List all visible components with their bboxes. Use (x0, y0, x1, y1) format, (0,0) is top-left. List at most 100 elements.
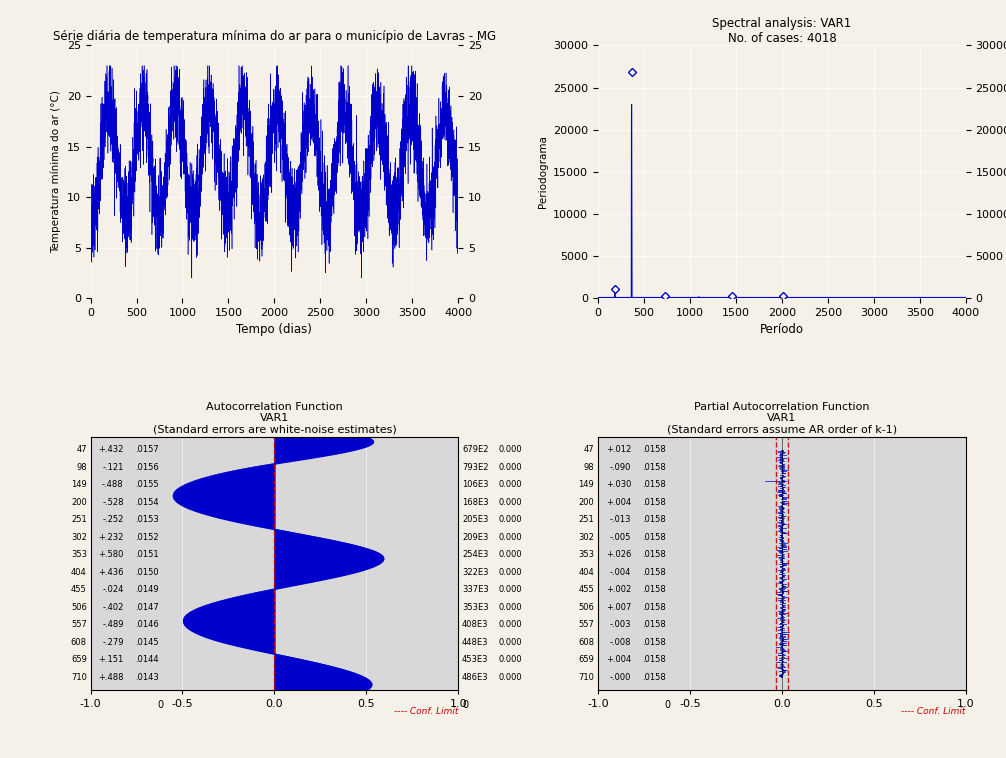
Text: -.121: -.121 (103, 462, 124, 471)
Text: 506: 506 (71, 603, 87, 612)
Text: .0158: .0158 (642, 515, 666, 525)
Text: 0.000: 0.000 (499, 637, 522, 647)
Text: 679E2: 679E2 (462, 445, 489, 454)
Text: -.013: -.013 (610, 515, 631, 525)
Text: +.012: +.012 (606, 445, 631, 454)
Title: Autocorrelation Function
VAR1
(Standard errors are white-noise estimates): Autocorrelation Function VAR1 (Standard … (153, 402, 396, 435)
Text: 200: 200 (71, 498, 87, 507)
Text: -.252: -.252 (103, 515, 124, 525)
Text: ---- Conf. Limit: ---- Conf. Limit (394, 707, 459, 716)
Text: .0156: .0156 (135, 462, 159, 471)
Text: .0153: .0153 (135, 515, 159, 525)
Text: 710: 710 (578, 672, 595, 681)
Text: 0.000: 0.000 (499, 568, 522, 577)
Text: 353: 353 (578, 550, 595, 559)
Text: 0: 0 (157, 700, 163, 710)
Text: .0152: .0152 (135, 533, 159, 542)
Text: 408E3: 408E3 (462, 620, 489, 629)
Text: -.489: -.489 (103, 620, 124, 629)
Text: .0158: .0158 (642, 637, 666, 647)
Text: +.151: +.151 (99, 655, 124, 664)
Text: 455: 455 (71, 585, 87, 594)
Text: .0158: .0158 (642, 585, 666, 594)
Text: +.030: +.030 (606, 481, 631, 489)
Text: +.488: +.488 (99, 672, 124, 681)
Text: 149: 149 (578, 481, 595, 489)
X-axis label: Tempo (dias): Tempo (dias) (236, 324, 312, 337)
Text: 205E3: 205E3 (462, 515, 488, 525)
Title: Partial Autocorrelation Function
VAR1
(Standard errors assume AR order of k-1): Partial Autocorrelation Function VAR1 (S… (667, 402, 897, 435)
Text: .0145: .0145 (135, 637, 159, 647)
Text: .0158: .0158 (642, 655, 666, 664)
Text: .0158: .0158 (642, 481, 666, 489)
Text: .0158: .0158 (642, 672, 666, 681)
Text: 254E3: 254E3 (462, 550, 488, 559)
Text: -.090: -.090 (610, 462, 631, 471)
Text: 0: 0 (462, 700, 468, 710)
Text: 557: 557 (71, 620, 87, 629)
Text: 322E3: 322E3 (462, 568, 489, 577)
Text: 353: 353 (70, 550, 87, 559)
Text: 98: 98 (583, 462, 595, 471)
Text: 302: 302 (71, 533, 87, 542)
Text: 0.000: 0.000 (499, 498, 522, 507)
Text: +.436: +.436 (99, 568, 124, 577)
Text: 453E3: 453E3 (462, 655, 489, 664)
Text: 47: 47 (583, 445, 595, 454)
Text: 0.000: 0.000 (499, 515, 522, 525)
Text: 0.000: 0.000 (499, 533, 522, 542)
Text: +.004: +.004 (606, 498, 631, 507)
Text: +.004: +.004 (606, 655, 631, 664)
Text: 0.000: 0.000 (499, 550, 522, 559)
Text: -.003: -.003 (610, 620, 631, 629)
Text: .0157: .0157 (135, 445, 159, 454)
Text: 251: 251 (578, 515, 595, 525)
Text: 251: 251 (71, 515, 87, 525)
Text: 793E2: 793E2 (462, 462, 489, 471)
Text: 710: 710 (71, 672, 87, 681)
Text: 0.000: 0.000 (499, 445, 522, 454)
Text: 337E3: 337E3 (462, 585, 489, 594)
X-axis label: Período: Período (760, 324, 804, 337)
Text: .0150: .0150 (135, 568, 159, 577)
Text: 353E3: 353E3 (462, 603, 489, 612)
Text: .0155: .0155 (135, 481, 159, 489)
Text: 506: 506 (578, 603, 595, 612)
Y-axis label: Temperatura mínima do ar (°C): Temperatura mínima do ar (°C) (50, 90, 61, 253)
Text: .0158: .0158 (642, 603, 666, 612)
Text: 200: 200 (578, 498, 595, 507)
Text: -.008: -.008 (610, 637, 631, 647)
Text: -.488: -.488 (102, 481, 124, 489)
Text: .0158: .0158 (642, 462, 666, 471)
Text: 404: 404 (578, 568, 595, 577)
Text: 0.000: 0.000 (499, 481, 522, 489)
Text: -.279: -.279 (103, 637, 124, 647)
Text: .0158: .0158 (642, 533, 666, 542)
Text: -.024: -.024 (103, 585, 124, 594)
Text: 0.000: 0.000 (499, 462, 522, 471)
Text: 209E3: 209E3 (462, 533, 488, 542)
Text: .0158: .0158 (642, 498, 666, 507)
Text: +.007: +.007 (606, 603, 631, 612)
Text: 0.000: 0.000 (499, 655, 522, 664)
Text: .0158: .0158 (642, 568, 666, 577)
Text: 404: 404 (71, 568, 87, 577)
Text: .0143: .0143 (135, 672, 159, 681)
Text: .0151: .0151 (135, 550, 159, 559)
Text: 0.000: 0.000 (499, 603, 522, 612)
Text: +.002: +.002 (606, 585, 631, 594)
Text: 149: 149 (71, 481, 87, 489)
Text: 0.000: 0.000 (499, 672, 522, 681)
Text: 0: 0 (665, 700, 671, 710)
Text: +.580: +.580 (99, 550, 124, 559)
Text: 98: 98 (76, 462, 87, 471)
Text: -.004: -.004 (610, 568, 631, 577)
Text: 486E3: 486E3 (462, 672, 489, 681)
Text: +.232: +.232 (99, 533, 124, 542)
Text: -.402: -.402 (103, 603, 124, 612)
Text: .0144: .0144 (135, 655, 159, 664)
Text: .0158: .0158 (642, 550, 666, 559)
Text: 0.000: 0.000 (499, 620, 522, 629)
Text: -.005: -.005 (610, 533, 631, 542)
Text: .0158: .0158 (642, 620, 666, 629)
